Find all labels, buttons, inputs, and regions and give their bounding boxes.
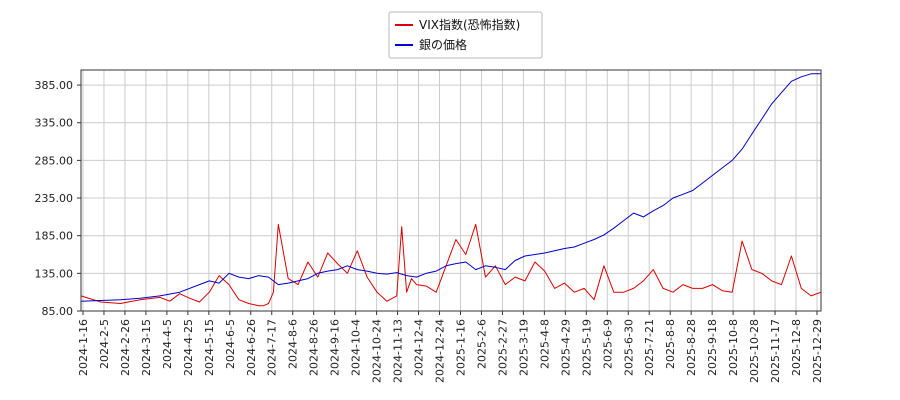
x-tick-label: 2024-3-15 (140, 319, 153, 376)
y-tick-label: 235.00 (35, 192, 74, 205)
x-tick-label: 2024-11-13 (392, 319, 405, 383)
x-tick-label: 2024-6-5 (224, 319, 237, 369)
x-tick-label: 2025-10-8 (727, 319, 740, 376)
x-tick-label: 2025-6-30 (622, 319, 635, 376)
x-tick-label: 2025-9-18 (706, 319, 719, 376)
x-tick-label: 2024-12-4 (413, 319, 426, 376)
x-tick-label: 2024-2-26 (119, 319, 132, 376)
x-tick-label: 2025-8-8 (664, 319, 677, 369)
x-tick-label: 2024-7-17 (266, 319, 279, 376)
legend-entry: VIX指数(恐怖指数) (419, 17, 520, 32)
legend-entry: 銀の価格 (419, 37, 467, 52)
y-tick-label: 285.00 (35, 154, 74, 167)
x-tick-label: 2025-6-9 (601, 319, 614, 369)
x-tick-label: 2025-4-8 (538, 319, 551, 369)
x-tick-label: 2025-7-21 (643, 319, 656, 376)
series-line-vix (80, 223, 822, 307)
x-tick-label: 2024-8-26 (308, 319, 321, 376)
plot-area (81, 70, 821, 311)
series-line-silver (80, 73, 821, 302)
y-tick-label: 335.00 (35, 117, 74, 130)
x-tick-label: 2024-5-15 (203, 319, 216, 376)
x-tick-label: 2025-3-19 (517, 319, 530, 376)
x-tick-label: 2024-9-16 (329, 319, 342, 376)
x-tick-label: 2024-6-26 (245, 319, 258, 376)
y-tick-label: 185.00 (35, 230, 74, 243)
x-tick-label: 2024-4-25 (182, 319, 195, 376)
y-tick-label: 85.00 (42, 305, 74, 318)
x-tick-label: 2025-12-8 (790, 319, 803, 376)
x-tick-label: 2024-8-6 (287, 319, 300, 369)
x-tick-label: 2024-2-5 (98, 319, 111, 369)
x-tick-label: 2024-1-16 (77, 319, 90, 376)
x-tick-label: 2025-1-16 (454, 319, 467, 376)
x-tick-label: 2025-2-6 (475, 319, 488, 369)
x-tick-label: 2025-8-28 (685, 319, 698, 376)
x-tick-label: 2025-2-27 (496, 319, 509, 376)
y-tick-label: 385.00 (35, 79, 74, 92)
x-tick-label: 2025-11-17 (769, 319, 782, 383)
plot-frame (80, 69, 822, 312)
x-tick-label: 2025-4-29 (559, 319, 572, 376)
x-tick-label: 2025-10-28 (748, 319, 761, 383)
x-tick-label: 2025-12-29 (811, 319, 824, 383)
y-tick-label: 135.00 (35, 267, 74, 280)
x-tick-label: 2024-10-24 (371, 319, 384, 383)
x-tick-label: 2024-10-4 (350, 319, 363, 376)
x-tick-label: 2025-5-19 (580, 319, 593, 376)
x-tick-label: 2024-12-24 (434, 319, 447, 383)
legend-box (388, 11, 543, 59)
x-tick-label: 2024-4-5 (161, 319, 174, 369)
